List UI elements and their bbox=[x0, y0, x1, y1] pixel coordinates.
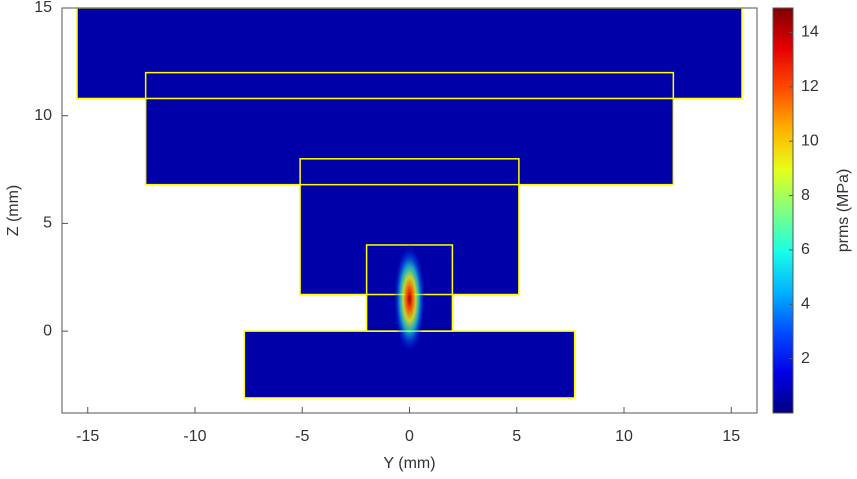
x-tick-label: 10 bbox=[615, 428, 633, 445]
colorbar-tick-label: 4 bbox=[801, 295, 810, 312]
y-tick-label: 5 bbox=[43, 215, 52, 232]
x-tick-label: 15 bbox=[722, 428, 740, 445]
colorbar-label: prms (MPa) bbox=[835, 169, 852, 253]
x-tick-label: -15 bbox=[76, 428, 99, 445]
y-tick-label: 10 bbox=[34, 107, 52, 124]
colorbar-tick-label: 6 bbox=[801, 241, 810, 258]
x-tick-label: 5 bbox=[512, 428, 521, 445]
x-tick-label: -5 bbox=[295, 428, 309, 445]
y-axis-label: Z (mm) bbox=[5, 185, 22, 237]
x-axis-label: Y (mm) bbox=[383, 455, 435, 472]
colorbar-tick-label: 14 bbox=[801, 24, 819, 41]
x-tick-label: -10 bbox=[183, 428, 206, 445]
colorbar bbox=[772, 7, 794, 414]
x-tick-label: 0 bbox=[405, 428, 414, 445]
y-tick-label: 0 bbox=[43, 322, 52, 339]
colorbar-tick-label: 12 bbox=[801, 78, 819, 95]
colorbar-tick-label: 8 bbox=[801, 187, 810, 204]
focus-spot bbox=[393, 243, 426, 354]
colorbar-tick-label: 2 bbox=[801, 350, 810, 367]
colorbar-tick-label: 10 bbox=[801, 132, 819, 149]
y-tick-label: 15 bbox=[34, 0, 52, 16]
region-outline bbox=[144, 71, 675, 186]
